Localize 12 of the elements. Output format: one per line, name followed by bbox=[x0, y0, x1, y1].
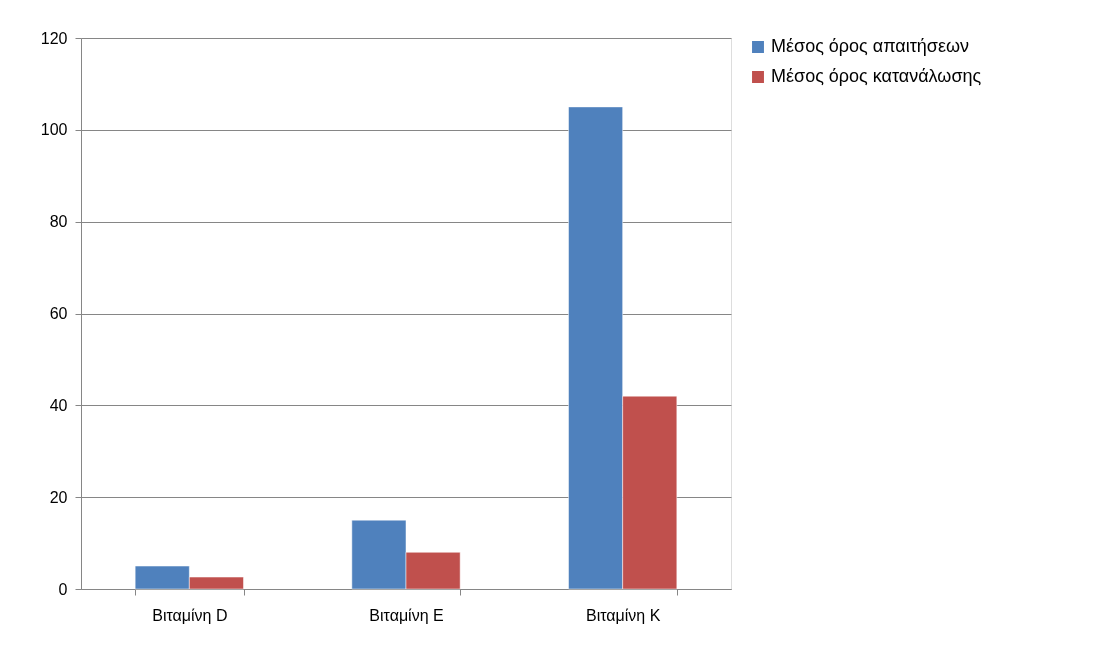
x-tick-label: Βιταμίνη D bbox=[152, 606, 228, 624]
legend-label: Μέσος όρος απαιτήσεων bbox=[771, 36, 970, 56]
y-tick-label: 60 bbox=[49, 305, 68, 322]
x-tick-label: Βιταμίνη K bbox=[585, 606, 661, 624]
y-tick-label: 20 bbox=[49, 488, 68, 506]
y-tick-label: 100 bbox=[40, 121, 68, 139]
y-tick-label: 40 bbox=[49, 396, 68, 414]
y-tick-label: 0 bbox=[58, 580, 68, 598]
y-tick-label: 120 bbox=[40, 29, 68, 47]
x-tick-label: Βιταμίνη E bbox=[369, 606, 444, 624]
legend-label: Μέσος όρος κατανάλωσης bbox=[771, 66, 982, 86]
y-tick-label: 80 bbox=[49, 213, 68, 231]
